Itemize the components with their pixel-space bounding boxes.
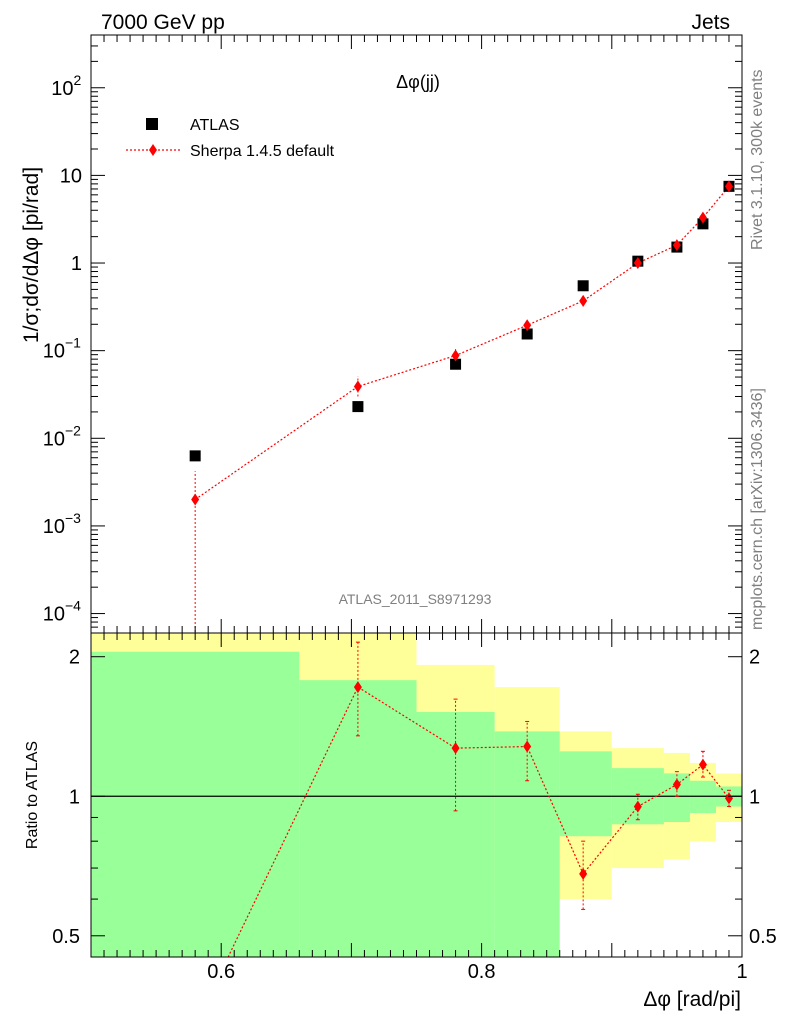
header-right: Jets	[691, 11, 730, 34]
sherpa-point	[724, 180, 733, 193]
sherpa-point	[579, 294, 588, 307]
sherpa-point	[698, 211, 707, 224]
y-tick-label: 10	[43, 604, 65, 626]
y-tick-exponent: −1	[65, 335, 81, 351]
ratio-point	[353, 681, 362, 694]
ratio-y-tick-label-right: 0.5	[749, 926, 777, 948]
ratio-y-tick-label: 0.5	[52, 926, 80, 948]
ratio-y-tick-label-right: 2	[749, 647, 760, 669]
y-tick-label: 10	[60, 165, 82, 187]
atlas-point	[577, 280, 589, 292]
x-tick-label: 0.6	[207, 961, 235, 983]
ratio-tick-labels: 0.5 0.51 12 20.6 0.8 1	[52, 647, 777, 983]
ratio-point	[724, 792, 733, 805]
uncertainty-band-inner	[91, 651, 300, 957]
y-tick-label: 10	[43, 341, 65, 363]
x-tick-label: 1	[736, 961, 747, 983]
atlas-point	[521, 328, 533, 340]
y-tick-label: 10	[43, 516, 65, 538]
ratio-y-tick-label: 2	[69, 647, 80, 669]
y-tick-exponent: −4	[65, 598, 81, 614]
uncertainty-band-inner	[494, 731, 560, 957]
legend-atlas-marker	[146, 118, 158, 130]
plot-title: Δφ(jj)	[396, 72, 440, 92]
y-tick-exponent: 2	[74, 72, 82, 88]
header-left: 7000 GeV pp	[101, 11, 225, 34]
y-tick-label: 10	[43, 428, 65, 450]
legend-sherpa-label: Sherpa 1.4.5 default	[190, 143, 335, 160]
ratio-point	[633, 800, 642, 813]
sherpa-point	[633, 257, 642, 270]
atlas-point	[450, 358, 462, 370]
main-axis-ticks	[90, 34, 743, 634]
main-panel-frame	[90, 34, 743, 634]
x-axis-label: Δφ [rad/pi]	[643, 988, 741, 1011]
rivet-version-label: Rivet 3.1.10, 300k events	[749, 69, 766, 250]
x-tick-label: 0.8	[468, 961, 496, 983]
ratio-y-tick-label-right: 1	[749, 786, 760, 808]
ratio-plot-area	[91, 633, 742, 1024]
atlas-point	[697, 218, 709, 230]
uncertainty-band-inner	[559, 751, 612, 837]
legend-sherpa-marker	[149, 144, 157, 156]
y-tick-label: 10	[51, 78, 73, 100]
y-tick-exponent: −2	[65, 422, 81, 438]
ratio-point	[579, 867, 588, 880]
sherpa-point	[523, 319, 532, 332]
y-tick-exponent: −3	[65, 510, 81, 526]
ratio-point	[672, 778, 681, 791]
main-plot-area	[189, 180, 735, 633]
atlas-point	[189, 450, 201, 462]
sherpa-point	[191, 493, 200, 506]
sherpa-point	[451, 349, 460, 362]
sherpa-point	[672, 239, 681, 252]
sherpa-line	[194, 185, 730, 501]
ratio-y-tick-label: 1	[69, 786, 80, 808]
sherpa-point	[353, 380, 362, 393]
ratio-panel: 0.5 0.51 12 20.6 0.8 1 Ratio to ATLAS Δφ [rad…	[24, 632, 777, 1024]
ratio-y-axis-label: Ratio to ATLAS	[24, 741, 41, 849]
ratio-point	[523, 740, 532, 753]
mcplots-label: mcplots.cern.ch [arXiv:1306.3436]	[749, 388, 766, 630]
ratio-point	[698, 758, 707, 771]
legend-atlas-label: ATLAS	[190, 117, 240, 134]
ratio-axis-ticks	[90, 633, 743, 957]
legend: ATLAS Sherpa 1.4.5 default	[126, 117, 335, 160]
analysis-id-label: ATLAS_2011_S8971293	[339, 591, 492, 607]
atlas-point	[352, 401, 364, 413]
uncertainty-band-inner	[689, 780, 716, 814]
y-tick-label: 1	[71, 253, 82, 275]
main-y-axis-label: 1/σ;dσ/dΔφ [pi/rad]	[20, 167, 43, 343]
ratio-point	[191, 1020, 199, 1024]
ratio-point	[451, 742, 460, 755]
